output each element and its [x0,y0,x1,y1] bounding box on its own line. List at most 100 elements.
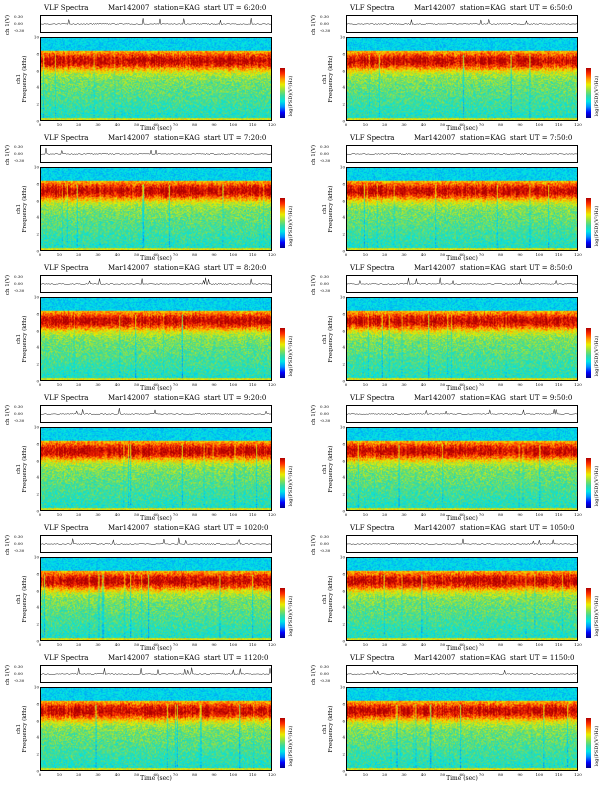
x-tick: 110 [554,772,563,777]
x-tick: 40 [114,512,120,517]
ch-label-text: ch 1(V) [311,534,317,556]
x-tick: 120 [268,252,276,257]
colorbar-label: log(PSD)(V²/Hz) [592,204,602,254]
ch-tick: 0.00 [14,541,23,546]
y-tick: 4 [342,344,345,350]
y-tick: 8 [342,181,345,187]
y-tick: 8 [36,441,39,447]
x-tick: 50 [134,642,140,647]
ch-trace-plot [346,665,578,683]
ch-trace-line [347,153,577,155]
colorbar-label: log(PSD)(V²/Hz) [286,594,296,644]
y-tick: 0 [342,638,345,644]
x-ticks: 0 10 20 30 40 50 60 70 80 90 100 110 120 [345,121,582,127]
x-tick: 90 [211,642,217,647]
panel-title: VLF Spectra [44,4,89,12]
x-tick: 120 [268,512,276,517]
panel-start-time: start UT = 9:50:0 [510,394,572,403]
colorbar [586,328,591,378]
x-tick: 30 [401,252,407,257]
panel-station: station=KAG [460,394,506,402]
ch-tick: 0.30 [14,664,23,669]
x-tick: 10 [362,252,368,257]
y-axis-title: Frequency (kHz) [22,315,28,363]
y-tick: 0 [36,378,39,384]
ch-trace-line [347,19,577,25]
x-tick: 20 [382,252,388,257]
y-tick: 2 [342,751,345,757]
start-ut-value: 8:50:0 [549,264,573,272]
spectrogram-heatmap [41,688,271,770]
x-tick: 30 [401,122,407,127]
y-axis-title: Frequency (kHz) [328,705,334,753]
colorbar [280,718,285,768]
ch-ticks: 0.30 0.00 -0.30 [14,144,40,166]
x-tick: 70 [478,252,484,257]
x-tick: 0 [38,122,42,127]
x-ticks: 0 10 20 30 40 50 60 70 80 90 100 110 120 [345,511,582,517]
colorbar [586,718,591,768]
y-tick: 2 [36,101,39,107]
ch-tick: 0.00 [14,151,23,156]
y-axis-label: ch1 Frequency (kHz) [318,174,338,244]
y-axis-label-text: ch1 Frequency (kHz) [16,316,28,363]
ch-tick: 0.30 [14,14,23,19]
x-ticks: 0 10 20 30 40 50 60 70 80 90 100 110 120 [345,641,582,647]
y-tick: 6 [36,328,39,334]
y-tick: 10 [33,554,39,560]
ch-label-text: ch 1(V) [5,274,11,296]
ch-trace-line [41,147,271,155]
x-tick: 110 [248,122,257,127]
spectrogram-heatmap [347,688,577,770]
y-tick: 2 [342,621,345,627]
ch-trace [347,153,577,155]
colorbar-label: log(PSD)(V²/Hz) [286,724,296,774]
x-axis-label: Time (sec) [446,645,478,652]
x-tick: 50 [440,642,446,647]
ch-trace-line [41,277,271,285]
y-tick: 4 [342,604,345,610]
x-tick: 0 [344,252,348,257]
ch-tick: 0.00 [320,151,329,156]
x-tick: 50 [440,122,446,127]
ch-trace-line [41,18,271,25]
y-axis-label: ch1 Frequency (kHz) [12,694,32,764]
ch-tick: -0.30 [320,28,331,33]
ch-trace [347,669,577,675]
x-tick: 20 [382,122,388,127]
ch-trace-plot [40,665,272,683]
panel-title: VLF Spectra [44,134,89,142]
x-tick: 50 [440,772,446,777]
x-tick: 30 [95,642,101,647]
ch-tick: 0.30 [320,14,329,19]
x-tick: 50 [134,512,140,517]
start-ut-value: 6:20:0 [243,4,267,12]
x-tick: 90 [211,122,217,127]
ch-ticks: 0.30 0.00 -0.30 [320,14,346,36]
x-tick: 30 [401,642,407,647]
panel-start-time: start UT = 1150:0 [510,654,575,663]
panel-station: station=KAG [460,524,506,532]
ch-trace [41,667,271,675]
x-tick: 80 [192,122,198,127]
panel-start-time: start UT = 8:50:0 [510,264,572,273]
y-tick: 0 [342,378,345,384]
y-axis-label-text: ch1 Frequency (kHz) [16,576,28,623]
y-tick: 8 [342,51,345,57]
spectrogram-heatmap [41,298,271,380]
ch-trace-line [41,667,271,675]
y-axis-label-text: ch1 Frequency (kHz) [322,316,334,363]
x-ticks: 0 10 20 30 40 50 60 70 80 90 100 110 120 [344,251,582,257]
ch-tick: -0.30 [14,418,25,423]
y-tick: 0 [342,118,345,124]
spectrogram-heatmap [41,38,271,120]
ch-ticks: 0.30 0.00 -0.30 [320,664,346,686]
ch-tick: -0.30 [14,678,25,683]
ch-tick: 0.30 [320,274,329,279]
x-tick: 0 [344,772,348,777]
y-tick: 0 [36,508,39,514]
ch-axis-label: ch 1(V) [2,145,14,165]
x-tick: 70 [478,512,484,517]
x-tick: 90 [517,122,523,127]
ch-axis-label: ch 1(V) [2,665,14,685]
